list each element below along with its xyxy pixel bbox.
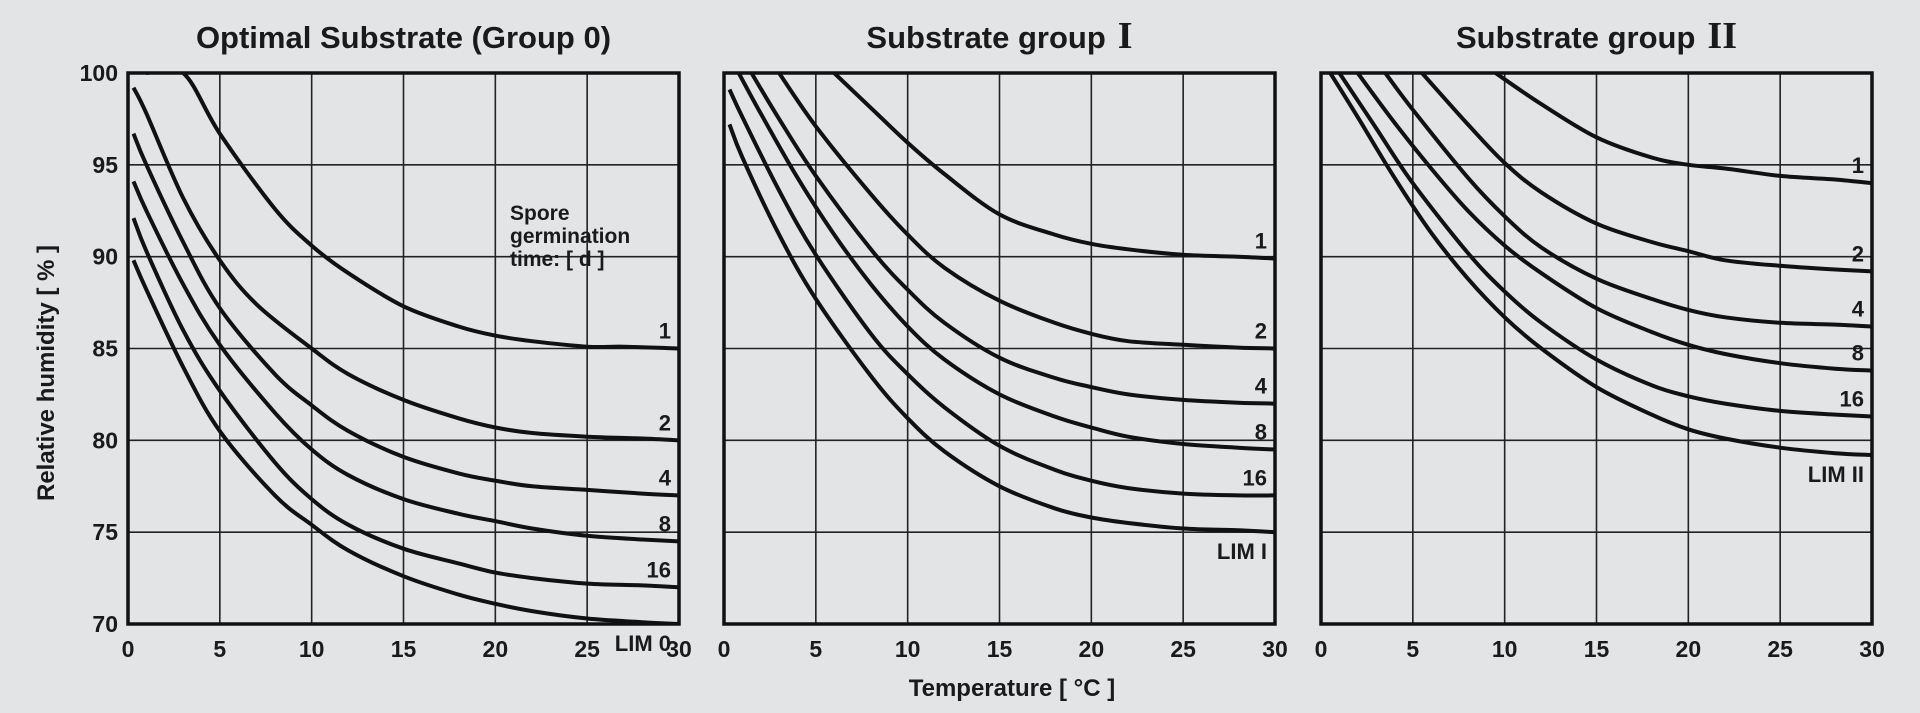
x-tick-label: 25 bbox=[574, 636, 600, 662]
y-tick-label: 85 bbox=[92, 336, 118, 362]
series-line bbox=[131, 259, 679, 624]
series-label: 1 bbox=[1852, 153, 1864, 178]
series-line bbox=[131, 132, 679, 498]
series-label: 8 bbox=[659, 511, 671, 536]
x-tick-label: 20 bbox=[483, 636, 509, 662]
x-tick-label: 0 bbox=[1315, 636, 1328, 662]
series-label: 1 bbox=[659, 319, 671, 344]
x-tick-label: 15 bbox=[1584, 636, 1610, 662]
series-line bbox=[131, 217, 679, 590]
series-line bbox=[832, 73, 1275, 261]
y-tick-label: 75 bbox=[92, 519, 118, 545]
annotation-text: Spore bbox=[510, 202, 570, 225]
annotation-text: time: [ d ] bbox=[510, 248, 605, 271]
panel-title: Optimal Substrate (Group 0) bbox=[196, 20, 611, 55]
y-tick-label: 80 bbox=[92, 427, 118, 453]
x-tick-label: 30 bbox=[1262, 636, 1288, 662]
x-tick-label: 20 bbox=[1079, 636, 1105, 662]
series-label: 4 bbox=[659, 465, 672, 490]
plot-frame bbox=[722, 71, 1277, 626]
x-tick-label: 15 bbox=[987, 636, 1013, 662]
y-tick-label: 100 bbox=[80, 60, 118, 86]
panel-title: Substrate group I bbox=[866, 15, 1132, 57]
series-label: 8 bbox=[1852, 341, 1864, 366]
series-label: 2 bbox=[659, 410, 671, 435]
series-line bbox=[777, 73, 1275, 351]
series-label: LIM II bbox=[1808, 462, 1864, 487]
series-line bbox=[146, 73, 679, 351]
series-line bbox=[131, 180, 679, 544]
x-tick-label: 30 bbox=[666, 636, 692, 662]
x-tick-label: 15 bbox=[391, 636, 417, 662]
x-tick-label: 25 bbox=[1170, 636, 1196, 662]
x-axis-label: Temperature [ °C ] bbox=[909, 675, 1116, 702]
y-axis-label: Relative humidity [ % ] bbox=[33, 245, 60, 501]
series-label: 4 bbox=[1852, 296, 1865, 321]
series-label: 8 bbox=[1255, 420, 1267, 445]
series-line bbox=[1356, 73, 1872, 373]
plot-frame bbox=[1319, 71, 1874, 626]
annotation-text: germination bbox=[510, 225, 630, 248]
panel-roman-numeral: I bbox=[1118, 15, 1133, 57]
series-label: LIM I bbox=[1217, 539, 1267, 564]
panel-roman-numeral: II bbox=[1707, 15, 1737, 57]
series-label: LIM 0 bbox=[615, 631, 671, 656]
x-tick-label: 10 bbox=[1492, 636, 1518, 662]
panel-title: Substrate group II bbox=[1456, 15, 1737, 57]
series-line bbox=[1383, 73, 1872, 329]
y-tick-label: 90 bbox=[92, 244, 118, 270]
series-line bbox=[131, 86, 679, 443]
x-tick-label: 10 bbox=[895, 636, 921, 662]
x-tick-label: 30 bbox=[1859, 636, 1885, 662]
series-line bbox=[727, 88, 1275, 498]
series-line bbox=[1420, 73, 1872, 274]
series-line bbox=[736, 73, 1275, 452]
x-tick-label: 20 bbox=[1676, 636, 1702, 662]
x-tick-label: 5 bbox=[213, 636, 226, 662]
series-label: 2 bbox=[1852, 241, 1864, 266]
plot-frame bbox=[126, 71, 681, 626]
x-tick-label: 10 bbox=[299, 636, 325, 662]
series-label: 16 bbox=[647, 557, 671, 582]
series-label: 16 bbox=[1243, 465, 1267, 490]
series-label: 4 bbox=[1255, 374, 1268, 399]
y-tick-label: 70 bbox=[92, 611, 118, 637]
y-tick-label: 95 bbox=[92, 152, 118, 178]
series-label: 1 bbox=[1255, 229, 1267, 254]
x-tick-label: 25 bbox=[1767, 636, 1793, 662]
x-tick-label: 0 bbox=[122, 636, 135, 662]
series-line bbox=[1494, 73, 1872, 186]
x-tick-label: 5 bbox=[1406, 636, 1419, 662]
series-line bbox=[1337, 73, 1872, 419]
series-line bbox=[749, 73, 1275, 406]
series-line bbox=[727, 123, 1275, 535]
x-tick-label: 0 bbox=[718, 636, 731, 662]
series-line bbox=[1328, 73, 1872, 457]
x-tick-label: 5 bbox=[809, 636, 822, 662]
series-label: 2 bbox=[1255, 319, 1267, 344]
series-label: 16 bbox=[1840, 386, 1864, 411]
